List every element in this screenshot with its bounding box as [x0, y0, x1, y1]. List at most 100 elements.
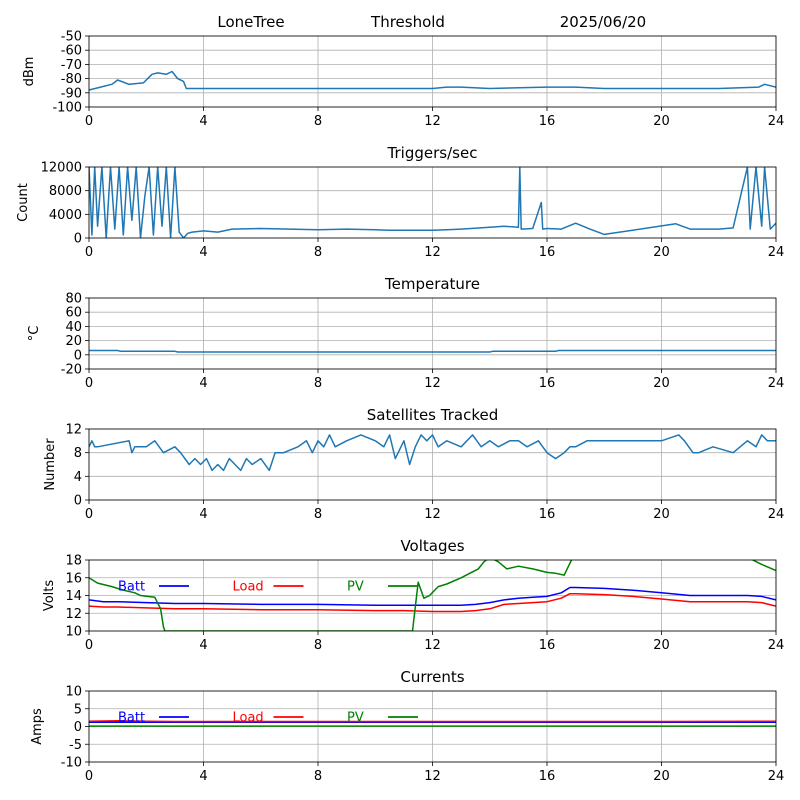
y-tick-label: 40: [65, 320, 82, 335]
x-tick-label: 0: [85, 507, 93, 522]
y-tick-label: -70: [61, 58, 82, 73]
x-tick-label: 24: [768, 638, 785, 653]
legend: Batt Load PV: [118, 580, 418, 595]
y-axis-label: Volts: [42, 580, 57, 612]
x-tick-label: 20: [653, 638, 670, 653]
y-tick-label: 5: [74, 702, 82, 717]
panel-title: Satellites Tracked: [367, 406, 498, 424]
x-tick-label: 8: [314, 245, 322, 260]
legend-label-batt: Batt: [118, 580, 145, 595]
legend-label-batt: Batt: [118, 711, 145, 726]
x-tick-label: 12: [424, 376, 441, 391]
series-line-batt: [89, 586, 776, 607]
x-tick-label: 8: [314, 507, 322, 522]
x-tick-label: 24: [768, 114, 785, 129]
x-tick-label: 16: [539, 769, 556, 784]
y-tick-label: 60: [65, 306, 82, 321]
panel-title: Triggers/sec: [387, 144, 478, 162]
x-tick-label: 0: [85, 114, 93, 129]
x-tick-label: 0: [85, 376, 93, 391]
y-tick-label: 18: [65, 554, 82, 569]
x-tick-label: 16: [539, 638, 556, 653]
y-tick-label: 8: [74, 446, 82, 461]
series-line-1: [89, 349, 776, 353]
legend: Batt Load PV: [118, 711, 418, 726]
panel-5: 0 4 8 12 16 20 24 10 12 14 16 18 Voltages Volts Batt Lo…: [42, 537, 784, 653]
panel-4: 0 4 8 12 16 20 24 0 4 8 12 Satellites Tracked Number: [43, 406, 784, 522]
x-tick-label: 16: [539, 376, 556, 391]
legend-label-load: Load: [233, 711, 264, 726]
x-tick-label: 16: [539, 245, 556, 260]
x-tick-label: 8: [314, 769, 322, 784]
y-axis-label: Count: [16, 183, 31, 222]
series-line-1: [89, 434, 776, 472]
x-tick-label: 12: [424, 114, 441, 129]
x-tick-label: 12: [424, 507, 441, 522]
y-tick-label: 0: [74, 494, 82, 509]
y-tick-label: 10: [65, 625, 82, 640]
header-date: 2025/06/20: [560, 13, 646, 31]
y-tick-label: 0: [74, 348, 82, 363]
x-tick-label: 4: [199, 376, 207, 391]
x-tick-label: 16: [539, 114, 556, 129]
x-tick-label: 16: [539, 507, 556, 522]
series-line-pv: [89, 560, 776, 631]
legend-label-pv: PV: [347, 711, 364, 726]
y-tick-label: -90: [61, 86, 82, 101]
panel-title: Voltages: [400, 537, 464, 555]
y-tick-label: -10: [61, 756, 82, 771]
y-axis-label: dBm: [22, 57, 37, 87]
x-tick-label: 8: [314, 638, 322, 653]
x-tick-label: 0: [85, 245, 93, 260]
y-tick-label: 0: [74, 720, 82, 735]
panel-6: 0 4 8 12 16 20 24 -10 -5 0 5 10 Currents Amps Batt Load…: [30, 668, 784, 784]
y-tick-label: 4000: [49, 208, 82, 223]
x-tick-label: 4: [199, 114, 207, 129]
y-axis-label: °C: [27, 326, 42, 342]
series-line-load: [89, 592, 776, 613]
y-tick-label: -20: [61, 363, 82, 378]
x-tick-label: 24: [768, 769, 785, 784]
y-tick-label: 80: [65, 292, 82, 307]
y-tick-label: -5: [69, 738, 82, 753]
series-line-load: [89, 720, 776, 723]
y-tick-label: 10: [65, 685, 82, 700]
x-tick-label: 20: [653, 114, 670, 129]
y-tick-label: 0: [74, 232, 82, 247]
y-tick-label: 14: [65, 589, 82, 604]
x-tick-label: 4: [199, 769, 207, 784]
y-axis-label: Number: [43, 438, 58, 491]
y-tick-label: 8000: [49, 184, 82, 199]
series-line-1: [89, 167, 776, 238]
y-tick-label: 12: [65, 607, 82, 622]
y-tick-label: -80: [61, 72, 82, 87]
x-tick-label: 12: [424, 638, 441, 653]
x-tick-label: 12: [424, 769, 441, 784]
x-tick-label: 8: [314, 376, 322, 391]
y-tick-label: 4: [74, 470, 82, 485]
y-tick-label: -60: [61, 44, 82, 59]
legend-label-pv: PV: [347, 580, 364, 595]
x-tick-label: 20: [653, 245, 670, 260]
y-axis-label: Amps: [30, 708, 45, 745]
x-tick-label: 24: [768, 376, 785, 391]
x-tick-label: 8: [314, 114, 322, 129]
x-tick-label: 24: [768, 245, 785, 260]
y-tick-label: 12000: [41, 161, 82, 176]
x-tick-label: 20: [653, 376, 670, 391]
y-tick-label: -100: [52, 101, 82, 116]
y-tick-label: 12: [65, 423, 82, 438]
y-tick-label: 20: [65, 334, 82, 349]
x-tick-label: 12: [424, 245, 441, 260]
panel-1: 0 4 8 12 16 20 24 -100-90-80-70-60-50 dBm: [22, 30, 784, 130]
panel-title: Currents: [400, 668, 464, 686]
series-line-1: [89, 70, 776, 91]
x-tick-label: 4: [199, 245, 207, 260]
y-tick-label: 16: [65, 571, 82, 586]
x-tick-label: 20: [653, 769, 670, 784]
panel-title: Temperature: [384, 275, 480, 293]
